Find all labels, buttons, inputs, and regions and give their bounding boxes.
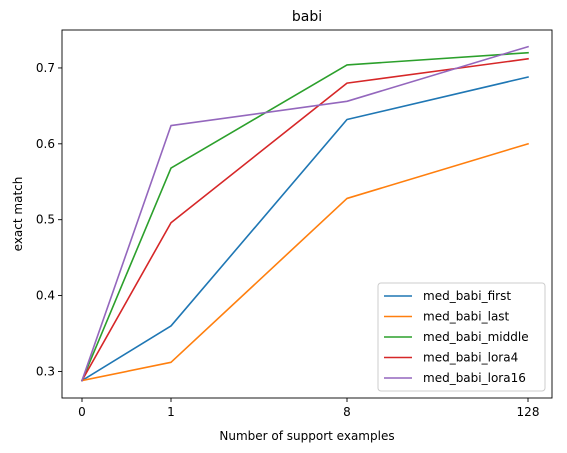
y-tick-label: 0.5 [36,213,55,227]
x-tick-label: 128 [517,405,540,419]
y-tick-label: 0.6 [36,137,55,151]
x-axis-label: Number of support examples [219,429,394,443]
legend-label: med_babi_lora4 [423,351,518,365]
plot-frame [61,29,553,399]
x-tick-label: 0 [78,405,86,419]
series-line-med-babi-lora16 [80,45,529,382]
legend-label: med_babi_first [423,289,511,303]
y-tick-label: 0.3 [36,364,55,378]
legend-label: med_babi_middle [423,330,529,344]
y-axis-label: exact match [11,177,25,252]
chart-title: babi [292,9,322,25]
series-line-med-babi-middle [80,51,529,382]
y-tick-label: 0.7 [36,61,55,75]
legend-label: med_babi_last [423,310,510,324]
legend: med_babi_first med_babi_last med_babi_midd… [377,282,546,392]
x-tick-label: 1 [167,405,175,419]
series-line-med-babi-last [81,142,529,382]
y-tick-label: 0.4 [36,289,55,303]
legend-box [377,282,546,392]
x-tick-label: 8 [343,405,351,419]
legend-label: med_babi_lora16 [423,371,526,385]
series-line-med-babi-lora4 [80,57,529,382]
series-line-med-babi-first [80,76,529,382]
plot-area: 0 1 8 128 0.3 0.4 0.5 0.6 0.7 [36,29,553,419]
